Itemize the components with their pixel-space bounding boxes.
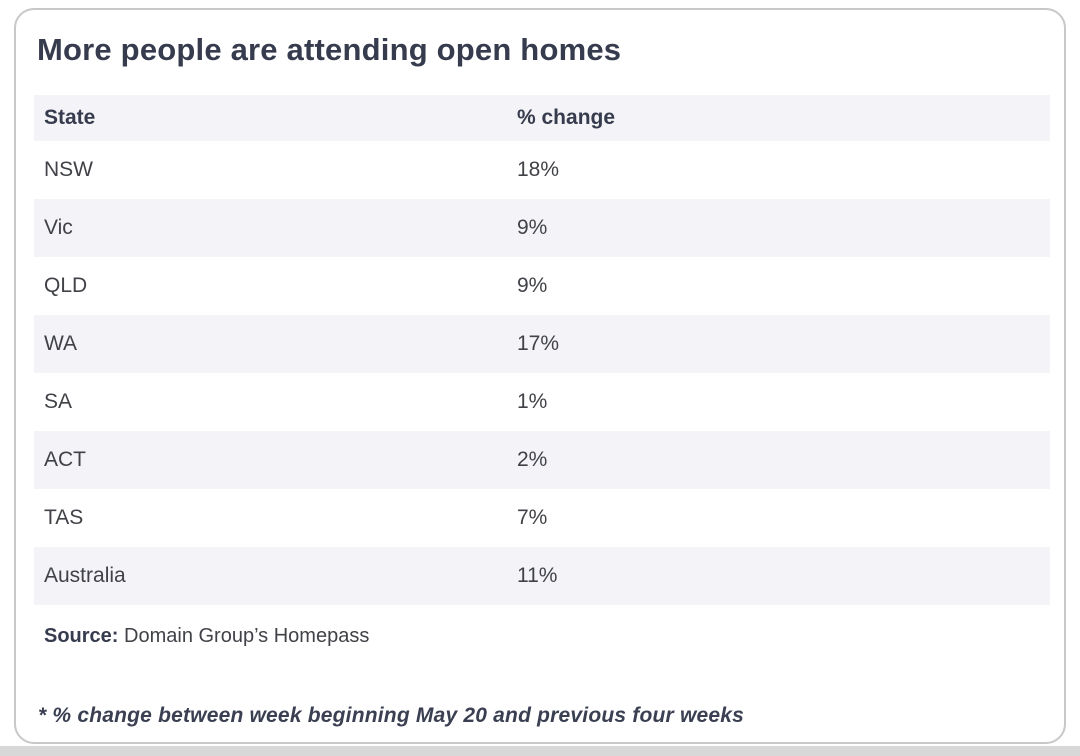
row-state-cell: TAS [44, 506, 84, 529]
row-change-cell: 1% [517, 390, 548, 413]
row-state-cell: Vic [44, 216, 73, 239]
table-row: Vic 9% [34, 199, 1050, 257]
table-row: WA 17% [34, 315, 1050, 373]
table-row: SA 1% [34, 373, 1050, 431]
row-change-cell: 7% [517, 506, 548, 529]
row-change-cell: 11% [517, 564, 558, 587]
row-state-cell: NSW [44, 158, 93, 181]
bottom-strip [0, 746, 1080, 756]
source-label: Source: [44, 625, 119, 647]
data-table: State % change NSW 18% Vic 9% QLD 9% WA … [34, 95, 1050, 605]
row-change-cell: 2% [517, 448, 548, 471]
table-header-row: State % change [34, 95, 1050, 141]
header-cell-change: % change [517, 106, 616, 129]
row-change-cell: 18% [517, 158, 560, 181]
row-state-cell: Australia [44, 564, 126, 587]
row-change-cell: 9% [517, 274, 548, 297]
table-row: NSW 18% [34, 141, 1050, 199]
table-row: Australia 11% [34, 547, 1050, 605]
row-state-cell: QLD [44, 274, 88, 297]
row-change-cell: 17% [517, 332, 560, 355]
footnote: * % change between week beginning May 20… [38, 704, 744, 727]
page-title: More people are attending open homes [37, 32, 622, 67]
header-cell-state: State [44, 106, 96, 129]
table-row: ACT 2% [34, 431, 1050, 489]
row-state-cell: ACT [44, 448, 86, 471]
source-text: Domain Group’s Homepass [118, 625, 370, 647]
table-row: TAS 7% [34, 489, 1050, 547]
source-line: Source: Domain Group’s Homepass [44, 625, 1064, 648]
table-card: More people are attending open homes Sta… [14, 8, 1066, 744]
table-row: QLD 9% [34, 257, 1050, 315]
row-state-cell: WA [44, 332, 78, 355]
table-body: NSW 18% Vic 9% QLD 9% WA 17% SA 1% ACT 2… [34, 141, 1050, 605]
row-change-cell: 9% [517, 216, 548, 239]
row-state-cell: SA [44, 390, 73, 413]
